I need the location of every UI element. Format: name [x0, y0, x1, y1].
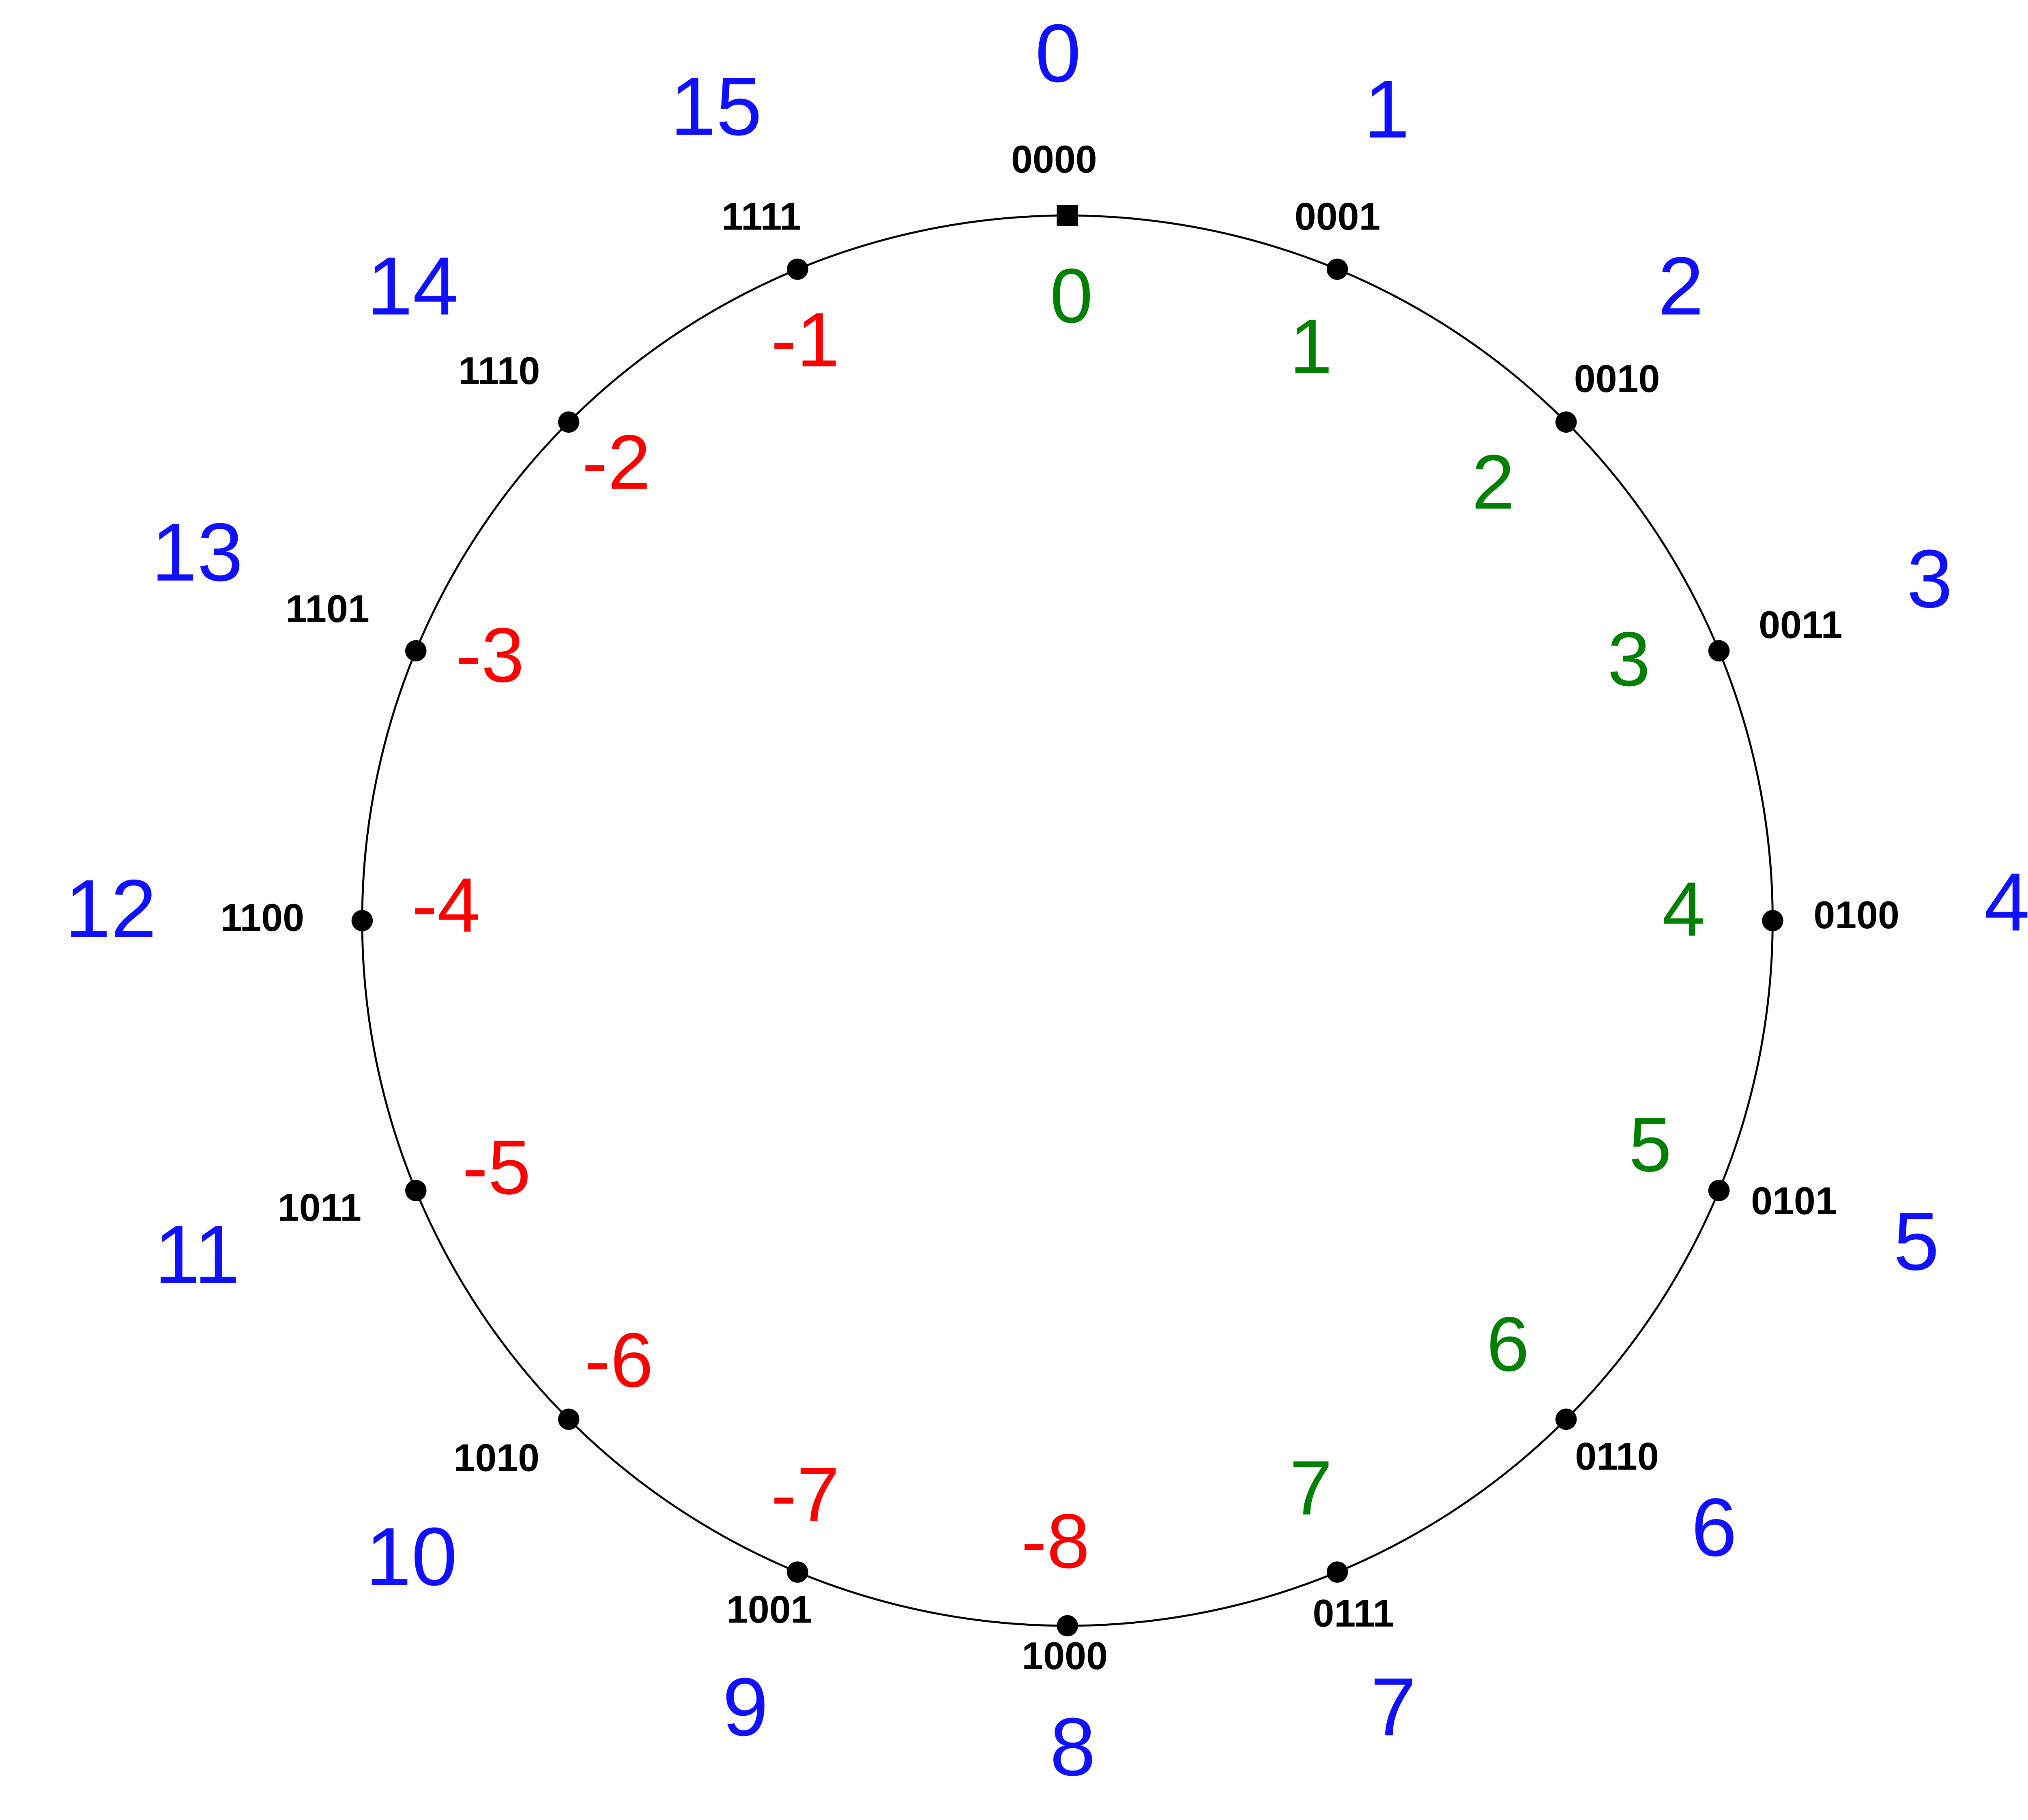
signed-label: -3: [455, 612, 524, 698]
signed-label: 0: [1050, 253, 1093, 339]
unsigned-label: 12: [65, 863, 157, 955]
node-marker: [1708, 640, 1730, 662]
signed-label: 1: [1289, 304, 1332, 390]
signed-label: -2: [582, 419, 651, 505]
signed-label: 3: [1607, 616, 1650, 702]
signed-label: -7: [771, 1452, 840, 1538]
binary-label: 0010: [1574, 358, 1660, 401]
unsigned-label: 3: [1907, 533, 1953, 625]
node-marker: [351, 910, 373, 931]
binary-label: 0011: [1759, 604, 1842, 647]
node-marker: [787, 258, 808, 280]
binary-label: 1010: [453, 1436, 539, 1479]
node-marker: [405, 640, 427, 662]
binary-label: 1111: [722, 195, 801, 238]
binary-label: 0000: [1011, 138, 1097, 181]
signed-label: -5: [462, 1125, 531, 1210]
binary-label: 0001: [1295, 195, 1381, 238]
unsigned-label: 11: [155, 1209, 240, 1301]
signed-label: -4: [412, 863, 480, 949]
node-marker: [1326, 258, 1348, 280]
binary-label: 1011: [278, 1187, 361, 1230]
signed-label: 5: [1629, 1102, 1672, 1188]
signed-label: 4: [1662, 866, 1705, 952]
node-marker: [1057, 1615, 1078, 1637]
node-marker: [1057, 205, 1078, 226]
unsigned-label: 13: [151, 507, 243, 599]
unsigned-label: 15: [670, 61, 762, 153]
unsigned-label: 0: [1035, 7, 1081, 99]
signed-label: 7: [1289, 1445, 1332, 1531]
signed-label: -6: [584, 1318, 653, 1404]
binary-label: 0100: [1813, 894, 1899, 937]
node-marker: [1326, 1561, 1348, 1583]
node-marker: [1555, 1408, 1577, 1430]
binary-label: 0110: [1575, 1435, 1658, 1478]
node-marker: [787, 1561, 808, 1583]
binary-label: 1110: [458, 350, 540, 393]
unsigned-label: 14: [367, 240, 458, 332]
unsigned-label: 7: [1371, 1661, 1416, 1753]
binary-label: 1001: [726, 1588, 812, 1631]
binary-label: 0111: [1313, 1592, 1394, 1635]
unsigned-label: 10: [365, 1511, 457, 1603]
unsigned-label: 8: [1050, 1701, 1096, 1793]
node-marker: [558, 411, 580, 433]
node-marker: [1708, 1180, 1730, 1201]
node-marker: [1555, 411, 1577, 433]
binary-label: 0101: [1751, 1180, 1837, 1223]
unsigned-label: 6: [1691, 1481, 1737, 1573]
signed-label: 2: [1472, 439, 1515, 525]
node-marker: [405, 1180, 427, 1201]
binary-label: 1101: [286, 588, 369, 631]
unsigned-label: 2: [1658, 240, 1704, 332]
unsigned-label: 9: [722, 1661, 768, 1753]
binary-label: 1000: [1022, 1635, 1108, 1678]
unsigned-label: 1: [1364, 63, 1409, 155]
node-marker: [1762, 910, 1783, 931]
unsigned-label: 5: [1893, 1195, 1939, 1288]
unsigned-label: 4: [1984, 856, 2028, 948]
signed-label: -8: [1021, 1498, 1090, 1584]
binary-label: 1100: [221, 896, 304, 939]
signed-label: -1: [771, 297, 840, 383]
signed-label: 6: [1487, 1301, 1530, 1387]
node-marker: [558, 1408, 580, 1430]
